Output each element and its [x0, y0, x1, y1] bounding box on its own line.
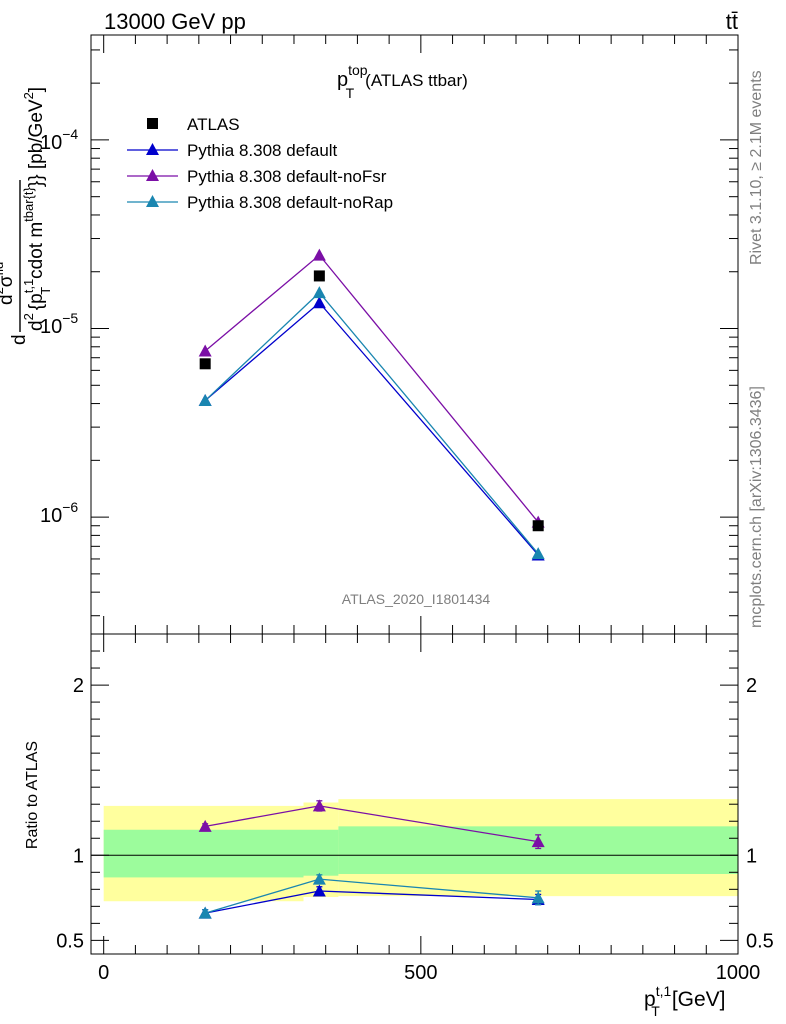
ytick-label: 10−4 [40, 126, 78, 154]
ylabel-denominator: d2{pt,1 Tcdot mtbar{t}}} [pb/GeV2] [21, 87, 53, 331]
ratio-axis-ticks [91, 633, 739, 954]
series-line [204, 301, 539, 556]
plot-title: ptop T (ATLAS ttbar) [337, 62, 468, 101]
ratio-ytick-label-right: 2 [746, 675, 757, 697]
title-rest: (ATLAS ttbar) [365, 71, 468, 90]
data-point [198, 344, 212, 357]
ratio-data-point [198, 819, 212, 832]
main-panel: ptop T (ATLAS ttbar) 10−4 10−5 10−6 d d2σf… [0, 34, 739, 635]
legend-entry-norap: Pythia 8.308 default-noRap [127, 193, 393, 212]
xtick-label: 500 [404, 962, 437, 984]
series-line [204, 291, 539, 555]
data-point [312, 248, 326, 261]
data-point-atlas [532, 520, 544, 532]
xtick-label: 1000 [716, 962, 761, 984]
ratio-data-point [198, 906, 212, 919]
legend-label: Pythia 8.308 default-noRap [187, 193, 393, 212]
main-axis-ticks [91, 35, 739, 634]
ratio-frame [90, 633, 739, 955]
legend: ATLAS Pythia 8.308 default Pythia 8.308 … [127, 115, 393, 212]
uncertainty-band-stat [338, 826, 738, 874]
mcplots-label: mcplots.cern.ch [arXiv:1306.3436] [748, 386, 765, 628]
ratio-ytick-label-right: 1 [746, 845, 757, 867]
legend-marker [146, 169, 159, 181]
title-main: p [337, 69, 348, 91]
ratio-data-point [312, 872, 326, 885]
analysis-watermark: ATLAS_2020_I1801434 [342, 591, 491, 607]
title-sup: top [348, 62, 368, 78]
ratio-data-point [531, 891, 545, 904]
legend-marker [147, 118, 158, 129]
header-left: 13000 GeV pp [104, 9, 246, 34]
data-point [312, 296, 326, 309]
ratio-panel: 0.5 1 2 0.5 1 2 Ratio to ATLAS 0 500 100… [24, 633, 774, 1019]
legend-entry-default: Pythia 8.308 default [127, 141, 338, 160]
ylabel-numerator: d2σfid [0, 262, 17, 305]
legend-entry-atlas: ATLAS [147, 115, 240, 134]
ylabel-d: d [9, 334, 30, 345]
main-data-marks [198, 248, 545, 561]
legend-label: Pythia 8.308 default [187, 141, 338, 160]
x-axis-label: pt,1 T [GeV] [644, 983, 726, 1019]
ratio-data-point [312, 884, 326, 897]
ratio-data-point [531, 835, 545, 848]
ratio-data-point [312, 799, 326, 812]
ratio-data-marks [198, 799, 545, 919]
data-point [198, 394, 212, 407]
data-point [312, 286, 326, 299]
data-point-atlas [199, 358, 211, 370]
ytick-label: 10−6 [40, 499, 78, 527]
legend-label: ATLAS [187, 115, 240, 134]
ratio-ytick-label: 1 [73, 845, 84, 867]
legend-marker [146, 143, 159, 155]
data-point-atlas [313, 270, 325, 282]
uncertainty-band-stat [303, 829, 339, 876]
uncertainty-band-stat [103, 829, 304, 878]
ratio-ytick-label: 2 [73, 675, 84, 697]
xtick-label: 0 [98, 962, 109, 984]
legend-entry-nofsr: Pythia 8.308 default-noFsr [127, 167, 387, 186]
ratio-ylabel: Ratio to ATLAS [24, 741, 41, 849]
legend-label: Pythia 8.308 default-noFsr [187, 167, 387, 186]
ratio-ytick-label-right: 0.5 [746, 930, 774, 952]
ratio-ytick-label: 0.5 [56, 930, 84, 952]
legend-marker [146, 195, 159, 207]
data-point [531, 547, 545, 560]
series-line [204, 254, 539, 523]
title-sub: T [346, 85, 355, 101]
header-right: tt̄ [726, 9, 738, 34]
rivet-label: Rivet 3.1.10, ≥ 2.1M events [748, 70, 765, 265]
ytick-label: 10−5 [40, 310, 78, 338]
ratio-uncertainty-bands [103, 799, 738, 902]
